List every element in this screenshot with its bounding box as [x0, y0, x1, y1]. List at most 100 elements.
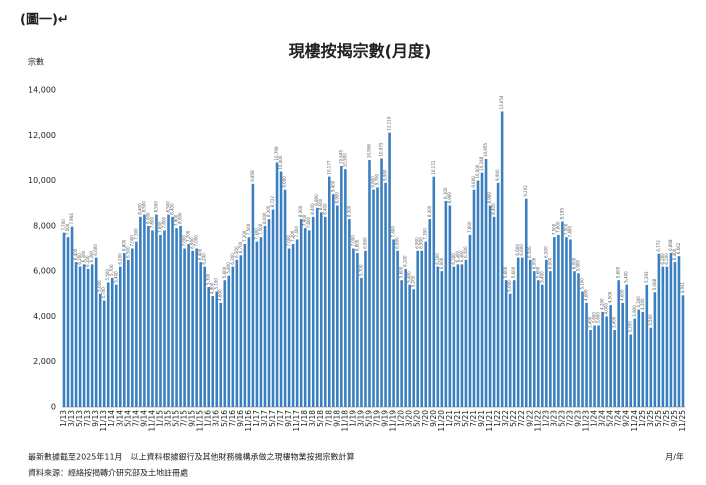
bar — [247, 237, 251, 407]
value-label: 4,200 — [640, 298, 645, 310]
x-tick-label: 5/17 — [268, 410, 277, 427]
note: 最新數據截至2025年11月 以上資料根據銀行及其他財務機構承做之現樓物業按揭宗… — [28, 452, 355, 462]
x-tick-label: 3/20 — [405, 410, 414, 427]
value-label: 8,000 — [178, 212, 183, 224]
x-tick-label: 5/19 — [364, 410, 373, 427]
x-tick-label: 9/17 — [284, 410, 293, 427]
x-tick-label: 3/23 — [549, 410, 558, 427]
x-tick-label: 7/24 — [614, 410, 623, 427]
value-label: 7,400 — [567, 226, 572, 238]
value-label: 6,200 — [435, 253, 440, 265]
bar — [356, 253, 359, 407]
bar — [641, 311, 645, 407]
x-tick-label: 1/21 — [445, 410, 454, 427]
value-label: 9,900 — [495, 169, 500, 181]
value-label: 9,400 — [330, 180, 335, 192]
bar — [673, 262, 677, 407]
x-tick-label: 11/21 — [485, 410, 494, 432]
x-tick-label: 1/16 — [204, 410, 213, 427]
value-label: 7,200 — [290, 230, 295, 242]
bar — [147, 225, 150, 407]
value-label: 8,400 — [137, 203, 142, 215]
bar — [199, 262, 202, 407]
value-label: 5,600 — [511, 266, 516, 278]
bar — [637, 309, 641, 407]
value-label: 7,500 — [551, 223, 556, 235]
value-label: 7,500 — [246, 223, 251, 235]
y-tick-label: 14,000 — [28, 86, 56, 95]
value-label: 6,000 — [547, 257, 552, 269]
x-tick-label: 11/20 — [437, 410, 446, 432]
value-label: 6,662 — [676, 242, 681, 254]
bar — [605, 316, 608, 407]
bar — [504, 280, 508, 407]
value-label: 8,000 — [262, 212, 267, 224]
bar — [388, 132, 391, 407]
bar — [127, 259, 130, 407]
bar — [299, 219, 303, 407]
bar — [569, 239, 572, 407]
value-label: 5,700 — [358, 264, 363, 276]
bar — [328, 176, 331, 407]
value-label: 7,600 — [555, 221, 560, 233]
value-label: 4,600 — [218, 289, 223, 301]
x-tick-label: 11/17 — [292, 410, 301, 432]
value-label: 7,600 — [467, 221, 472, 233]
value-label: 6,400 — [73, 248, 78, 260]
bar — [263, 225, 267, 407]
x-tick-label: 7/17 — [276, 410, 285, 427]
x-tick-label: 9/23 — [573, 410, 582, 427]
value-label: 3,500 — [648, 314, 653, 326]
value-label: 7,000 — [350, 235, 355, 247]
value-label: 8,000 — [145, 212, 150, 224]
bar — [436, 266, 440, 407]
bar — [255, 241, 259, 407]
bar — [155, 214, 158, 407]
x-tick-label: 9/19 — [381, 410, 390, 427]
value-label: 4,900 — [210, 282, 215, 294]
bar — [131, 248, 134, 407]
bar — [183, 248, 186, 407]
value-label: 6,808 — [668, 239, 673, 251]
bar — [593, 325, 596, 407]
value-label: 6,100 — [85, 255, 90, 267]
value-label: 9,600 — [282, 176, 287, 188]
bar — [681, 295, 685, 407]
value-label: 6,400 — [672, 248, 677, 260]
x-tick-label: 9/15 — [188, 410, 197, 427]
value-label: 6,400 — [198, 248, 203, 260]
value-label: 5,500 — [105, 269, 110, 281]
value-label: 6,700 — [238, 241, 243, 253]
x-tick-label: 1/18 — [300, 410, 309, 427]
bar — [191, 250, 194, 407]
y-tick-label: 12,000 — [28, 131, 56, 140]
bar — [62, 232, 66, 407]
x-tick-label: 7/22 — [517, 410, 526, 427]
bar — [259, 237, 263, 407]
x-tick-label: 11/22 — [533, 410, 542, 432]
value-label: 7,500 — [65, 223, 70, 235]
bar — [492, 216, 496, 407]
value-label: 7,300 — [254, 228, 259, 240]
value-label: 4,500 — [608, 291, 613, 303]
value-label: 12,119 — [387, 116, 392, 130]
value-label: 7,400 — [391, 226, 396, 238]
x-tick-label: 1/15 — [155, 410, 164, 427]
y-tick-label: 0 — [51, 403, 56, 412]
bar — [267, 219, 271, 407]
value-label: 5,200 — [411, 275, 416, 287]
x-tick-label: 11/13 — [99, 410, 108, 432]
x-tick-label: 3/15 — [164, 410, 173, 427]
bar — [98, 293, 102, 407]
x-tick-label: 1/13 — [59, 410, 68, 427]
bar — [629, 334, 633, 407]
x-tick-label: 7/15 — [180, 410, 189, 427]
value-label: 5,400 — [539, 271, 544, 283]
value-label: 6,500 — [463, 246, 468, 258]
bar — [589, 330, 592, 407]
x-tick-label: 5/21 — [461, 410, 470, 427]
value-label: 8,500 — [141, 201, 146, 213]
bar — [360, 277, 363, 407]
x-axis-label: 月/年 — [665, 452, 684, 462]
bar — [66, 237, 70, 407]
